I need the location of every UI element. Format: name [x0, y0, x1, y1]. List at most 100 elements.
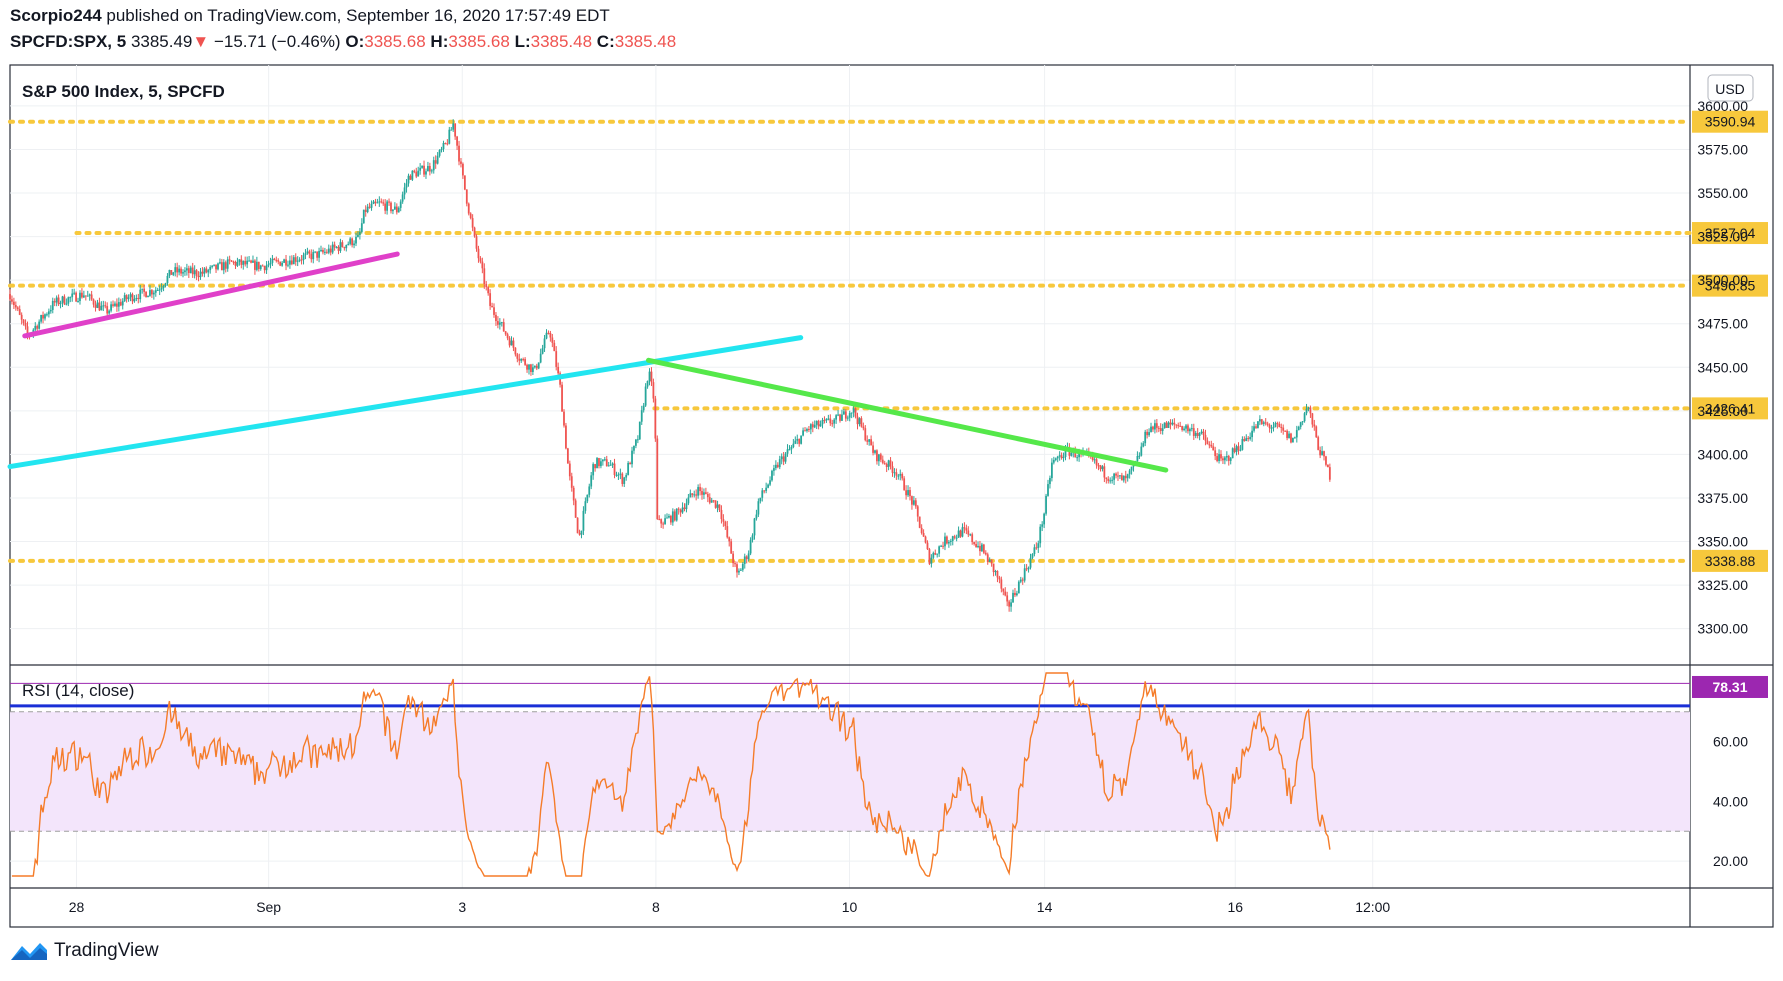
candle-body: [1126, 474, 1129, 479]
candle-body: [368, 206, 371, 208]
candle-body: [205, 268, 208, 273]
candle-body: [646, 381, 649, 387]
candle-body: [467, 203, 470, 214]
candle-body: [1058, 455, 1061, 457]
candle-body: [139, 289, 142, 300]
candle-body: [1206, 440, 1209, 445]
candle-body: [520, 359, 523, 361]
time-axis[interactable]: 28 Sep 3 8 10 14 16 12:00: [69, 899, 1391, 915]
candle-body: [1078, 451, 1081, 458]
rsi-tick-label: 20.00: [1713, 853, 1748, 869]
candle-body: [1284, 430, 1287, 432]
candle-body: [335, 246, 338, 248]
candle-body: [724, 521, 727, 527]
candle-body: [771, 470, 773, 481]
candle-body: [955, 537, 958, 539]
candle-body: [514, 347, 517, 355]
candle-body: [1117, 475, 1119, 477]
candle-body: [47, 311, 50, 315]
candle-body: [747, 553, 750, 560]
tradingview-logo[interactable]: TradingView: [10, 940, 159, 962]
candle-body: [792, 443, 795, 448]
rsi-line: [11, 672, 1331, 877]
candle-body: [965, 528, 968, 531]
candle-body: [971, 534, 974, 543]
candle-body: [848, 413, 851, 418]
candle-body: [483, 268, 486, 285]
candle-body: [349, 238, 352, 244]
candle-body: [61, 296, 64, 303]
candle-body: [487, 287, 490, 294]
candle-body: [1002, 588, 1005, 592]
candle-body: [1140, 446, 1143, 456]
candle-body: [384, 203, 387, 211]
candle-body: [798, 439, 801, 444]
candle-body: [934, 552, 937, 555]
candle-body: [331, 244, 334, 253]
time-tick-label: 14: [1037, 899, 1053, 915]
price-tick-label: 3450.00: [1697, 359, 1748, 375]
candle-body: [337, 246, 340, 251]
low-value: 3385.48: [530, 32, 593, 51]
candle-body: [693, 494, 696, 496]
candle-body: [741, 563, 744, 570]
candle-body: [277, 260, 280, 262]
candle-body: [887, 460, 890, 467]
currency-button[interactable]: USD: [1707, 74, 1754, 102]
candle-body: [1107, 479, 1110, 481]
price-level-badge: [1692, 549, 1768, 572]
candle-body: [563, 411, 565, 426]
candle-body: [94, 304, 97, 308]
rsi-axis[interactable]: 20.00 40.00 60.00: [1713, 734, 1748, 869]
candle-body: [808, 429, 810, 431]
candle-body: [940, 545, 942, 547]
author-name[interactable]: Scorpio244: [10, 6, 102, 25]
candle-body: [516, 354, 519, 359]
candle-body: [883, 462, 886, 464]
candle-body: [1307, 407, 1310, 409]
candle-body: [119, 302, 122, 306]
candle-body: [1008, 601, 1011, 607]
candle-body: [448, 129, 451, 144]
candle-body: [699, 487, 701, 492]
candle-body: [1210, 444, 1213, 447]
candle-body: [248, 260, 250, 262]
support-resistance-levels[interactable]: 3590.94 3527.04 3496.85 3426.41 3338.88: [8, 110, 1768, 572]
candle-body: [77, 301, 79, 303]
candle-body: [1208, 444, 1211, 446]
candle-body: [428, 166, 431, 172]
candle-body: [104, 305, 107, 307]
candle-body: [592, 464, 595, 476]
candle-body: [386, 201, 389, 211]
candle-body: [819, 424, 822, 427]
candle-body: [1202, 431, 1205, 435]
time-tick-label: 28: [69, 899, 85, 915]
candle-body: [953, 536, 956, 538]
candle-body: [67, 297, 70, 304]
candle-body: [201, 271, 204, 274]
candle-body: [619, 473, 622, 475]
candle-body: [1241, 438, 1244, 450]
candle-body: [347, 243, 350, 246]
candle-body: [821, 419, 824, 425]
candle-body: [102, 305, 105, 307]
candle-body: [691, 493, 694, 495]
trendlines[interactable]: [7, 251, 1169, 473]
candle-body: [535, 365, 538, 369]
candle-body: [897, 475, 900, 477]
close-value: 3385.48: [614, 32, 677, 51]
candle-body: [823, 419, 826, 421]
candle-body: [314, 251, 317, 253]
candle-body: [817, 420, 820, 427]
price-axis[interactable]: 3300.00 3325.00 3350.00 3375.00 3400.00 3425.…: [1697, 98, 1748, 637]
candle-body: [108, 310, 111, 314]
candle-body: [809, 424, 812, 430]
candle-body: [1159, 428, 1162, 431]
candle-body: [638, 421, 641, 440]
candle-body: [708, 497, 711, 503]
candle-body: [763, 490, 766, 492]
candle-body: [1070, 452, 1073, 456]
candle-body: [557, 366, 560, 374]
candle-body: [323, 251, 326, 253]
